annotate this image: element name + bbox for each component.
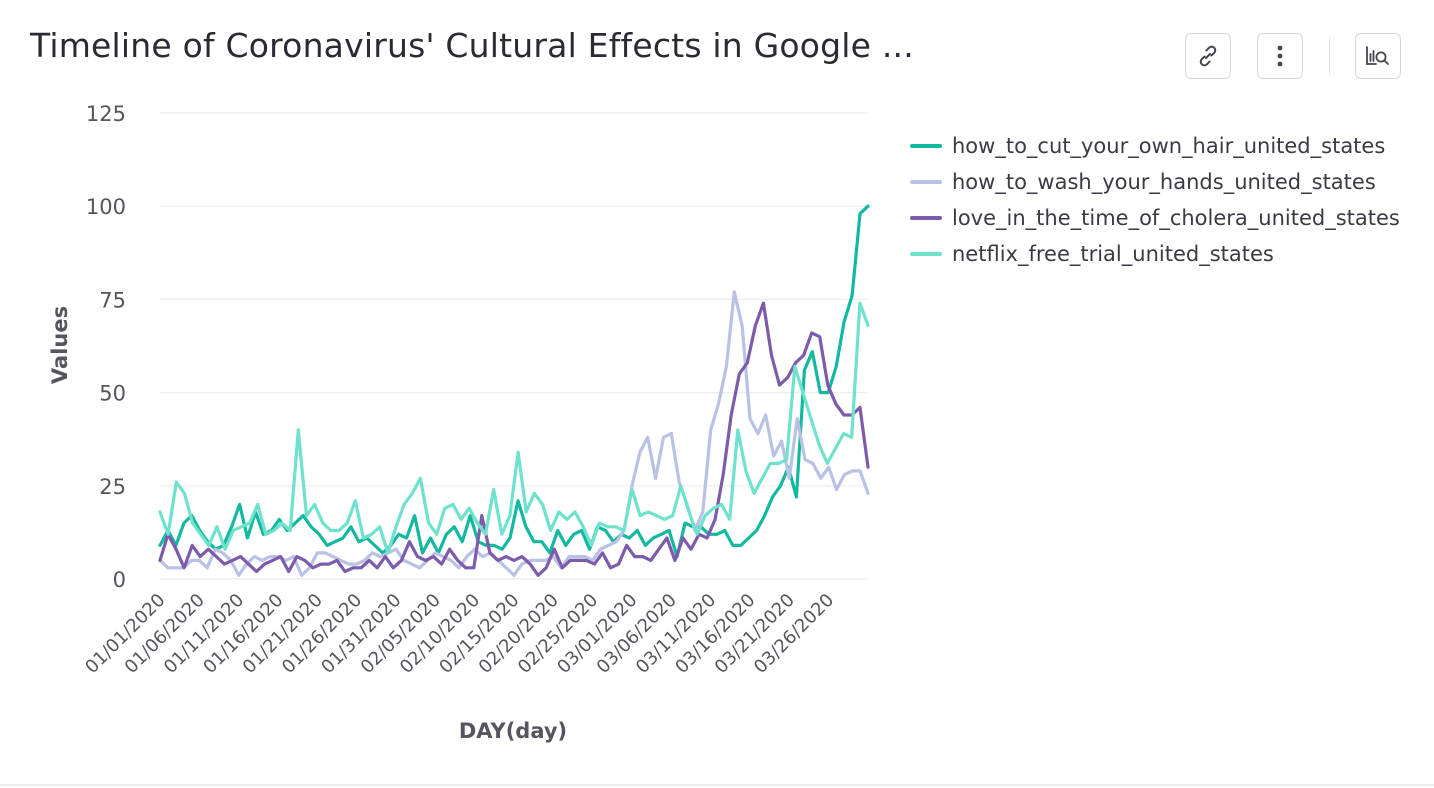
legend-swatch [910,252,942,256]
legend-label: love_in_the_time_of_cholera_united_state… [952,206,1400,230]
chart-explore-icon [1366,46,1389,65]
link-button[interactable] [1185,33,1231,79]
more-options-button[interactable] [1257,33,1303,79]
link-icon [1199,45,1217,67]
toolbar-divider [1329,37,1330,75]
more-vertical-icon [1277,45,1283,67]
y-axis-title: Values [48,306,72,384]
y-tick-label: 0 [113,568,126,592]
y-tick-label: 125 [86,102,126,126]
x-axis-title: DAY(day) [459,719,567,743]
legend-item[interactable]: how_to_wash_your_hands_united_states [910,164,1400,200]
panel-bottom-border [0,784,1434,786]
y-tick-label: 25 [99,475,126,499]
series-line-how-to-cut-your-own-hair-united-states[interactable] [158,204,870,559]
y-axis-ticks: 0 25 50 75 100 125 [86,102,126,592]
y-tick-label: 100 [86,195,126,219]
page-title: Timeline of Coronavirus' Cultural Effect… [30,26,914,65]
explore-chart-button[interactable] [1355,33,1401,79]
legend-label: netflix_free_trial_united_states [952,242,1274,266]
legend-swatch [910,144,942,148]
series-line-netflix-free-trial-united-states[interactable] [158,301,870,555]
grid-lines [160,112,868,580]
legend-item[interactable]: how_to_cut_your_own_hair_united_states [910,128,1400,164]
y-tick-label: 75 [99,288,126,312]
y-tick-label: 50 [99,382,126,406]
legend-item[interactable]: love_in_the_time_of_cholera_united_state… [910,200,1400,236]
legend-swatch [910,216,942,220]
legend-swatch [910,180,942,184]
x-axis-ticks: 01/01/202001/06/202001/11/202001/16/2020… [81,590,838,678]
legend-label: how_to_cut_your_own_hair_united_states [952,134,1386,158]
series-line-love-in-the-time-of-cholera-united-states[interactable] [158,301,870,577]
legend-label: how_to_wash_your_hands_united_states [952,170,1376,194]
legend-item[interactable]: netflix_free_trial_united_states [910,236,1400,272]
series-lines [158,204,870,577]
